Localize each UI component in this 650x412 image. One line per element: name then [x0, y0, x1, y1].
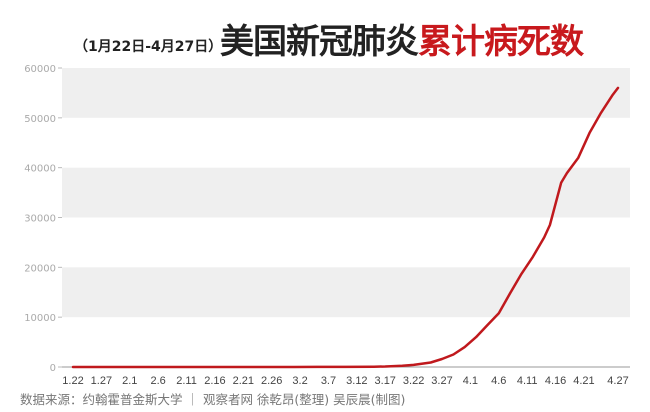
- grid-band: [62, 267, 630, 318]
- x-tick-label: 3.22: [403, 375, 424, 387]
- x-tick-label: 4.6: [491, 375, 506, 387]
- x-tick-label: 1.22: [62, 375, 83, 387]
- x-tick-label: 2.26: [261, 375, 282, 387]
- x-tick-label: 3.2: [292, 375, 307, 387]
- chart-subtitle: （1月22日-4月27日）: [74, 39, 223, 55]
- grid-band: [62, 68, 630, 118]
- x-tick-label: 1.27: [91, 375, 112, 387]
- y-tick-label: 40000: [24, 164, 56, 175]
- source-note: 数据来源：约翰霍普金斯大学 ｜ 观察者网 徐乾昂(整理) 吴辰晨(制图): [20, 392, 406, 407]
- x-tick-label: 2.11: [176, 375, 197, 387]
- title-black: 美国新冠肺炎: [220, 22, 419, 62]
- x-tick-label: 4.1: [463, 375, 478, 387]
- y-tick-label: 30000: [24, 214, 56, 225]
- x-tick-label: 4.16: [545, 375, 566, 387]
- series-line: [71, 86, 620, 369]
- x-tick-label: 4.11: [517, 375, 538, 387]
- grid-band: [62, 167, 630, 218]
- y-tick-label: 20000: [24, 263, 56, 274]
- y-tick-label: 50000: [24, 114, 56, 125]
- x-tick-label: 2.1: [122, 375, 137, 387]
- x-tick-label: 2.21: [233, 375, 254, 387]
- x-tick-label: 2.16: [204, 375, 225, 387]
- y-tick-label: 0: [50, 363, 56, 374]
- x-tick-label: 2.6: [151, 375, 166, 387]
- x-tick-label: 4.27: [607, 375, 628, 387]
- x-tick-label: 3.12: [346, 375, 367, 387]
- x-tick-label: 3.17: [375, 375, 396, 387]
- chart-title: 美国新冠肺炎累计病死数: [220, 14, 584, 63]
- y-tick-label: 60000: [24, 64, 56, 75]
- title-red: 累计病死数: [418, 22, 584, 62]
- x-tick-label: 3.27: [431, 375, 452, 387]
- x-tick-label: 3.7: [321, 375, 336, 387]
- x-tick-label: 4.21: [573, 375, 594, 387]
- y-tick-label: 10000: [24, 313, 56, 324]
